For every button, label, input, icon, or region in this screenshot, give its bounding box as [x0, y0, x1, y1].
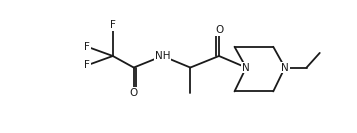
Text: N: N — [242, 63, 250, 72]
Text: O: O — [130, 88, 138, 98]
Text: F: F — [110, 20, 116, 30]
Text: N: N — [281, 63, 289, 72]
Text: F: F — [84, 42, 90, 52]
Text: F: F — [84, 60, 90, 70]
Text: NH: NH — [155, 51, 170, 61]
Text: O: O — [215, 25, 223, 35]
